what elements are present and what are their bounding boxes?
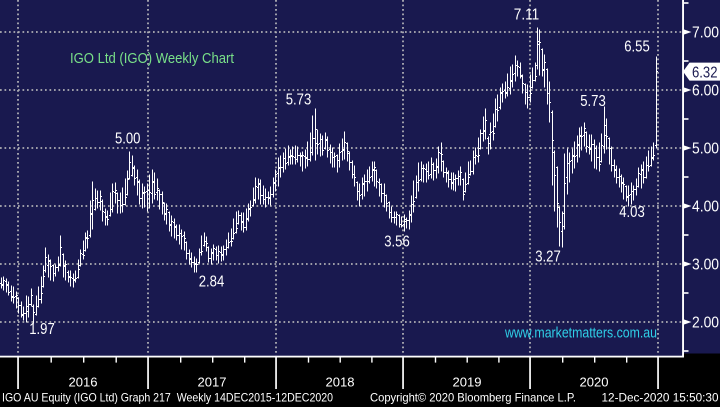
svg-text:12-Dec-2020 15:50:30: 12-Dec-2020 15:50:30 (602, 391, 719, 405)
svg-text:5.73: 5.73 (580, 93, 606, 110)
svg-text:6.32: 6.32 (692, 65, 718, 82)
svg-text:4.03: 4.03 (619, 204, 645, 221)
svg-text:6.55: 6.55 (624, 39, 650, 56)
svg-text:2.84: 2.84 (199, 274, 225, 291)
svg-text:3.56: 3.56 (384, 234, 410, 251)
svg-text:3.00: 3.00 (692, 257, 719, 274)
svg-text:4.00: 4.00 (692, 199, 719, 216)
svg-text:2019: 2019 (453, 375, 482, 390)
svg-text:2020: 2020 (580, 375, 609, 390)
svg-text:IGO AU Equity (IGO Ltd) Graph: IGO AU Equity (IGO Ltd) Graph 217 Weekly… (2, 391, 333, 405)
svg-text:IGO Ltd (IGO) Weekly Chart: IGO Ltd (IGO) Weekly Chart (70, 50, 235, 67)
svg-text:2018: 2018 (326, 375, 355, 390)
svg-text:7.11: 7.11 (514, 7, 540, 24)
svg-text:6.00: 6.00 (692, 83, 719, 100)
svg-text:www.marketmatters.com.au: www.marketmatters.com.au (504, 325, 657, 342)
svg-text:2017: 2017 (198, 375, 227, 390)
svg-text:2016: 2016 (69, 375, 98, 390)
svg-text:1.97: 1.97 (29, 321, 55, 338)
svg-text:5.00: 5.00 (692, 141, 719, 158)
svg-text:Copyright© 2020 Bloomberg Fina: Copyright© 2020 Bloomberg Finance L.P. (370, 391, 576, 405)
svg-text:5.73: 5.73 (286, 92, 312, 109)
svg-text:7.00: 7.00 (692, 25, 719, 42)
svg-text:2.00: 2.00 (692, 315, 719, 332)
svg-text:3.27: 3.27 (535, 249, 561, 266)
svg-text:5.00: 5.00 (115, 130, 141, 147)
